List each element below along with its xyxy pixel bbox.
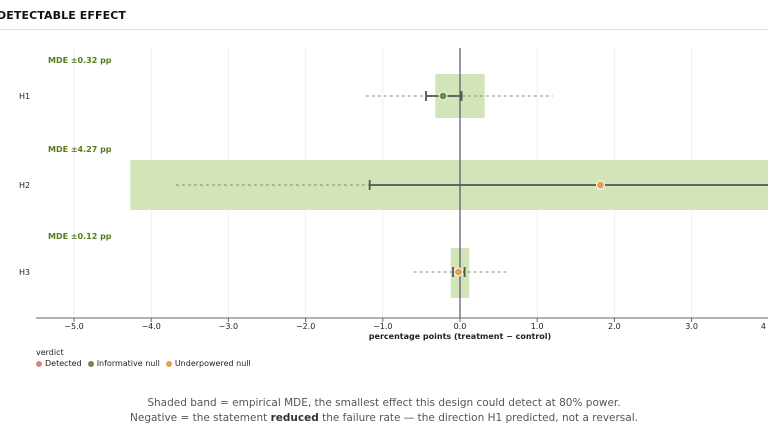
x-tick-label: 3.0 bbox=[685, 322, 698, 331]
footnote-line-2-end: the failure rate — the direction H1 pred… bbox=[318, 412, 638, 424]
footnote-line-2-start: Negative = the statement bbox=[130, 412, 271, 424]
row-label: H2 bbox=[19, 181, 30, 190]
legend-label: Detected bbox=[45, 359, 82, 368]
x-tick-label: −5.0 bbox=[64, 322, 83, 331]
row-label: H3 bbox=[19, 268, 30, 277]
legend-label: Underpowered null bbox=[174, 359, 251, 368]
legend-title: verdict bbox=[36, 348, 64, 357]
estimate-point bbox=[438, 91, 448, 101]
x-tick-label: 4 bbox=[761, 322, 766, 331]
x-axis-label: percentage points (treatment − control) bbox=[369, 332, 551, 341]
forest-plot: H1 MDE ±0.32 pp H2 MDE ±4.27 pp H3 MDE ±0.12 … bbox=[19, 48, 768, 341]
row-label: H1 bbox=[19, 92, 30, 101]
x-tick-label: −2.0 bbox=[296, 322, 315, 331]
x-tick-label: 0.0 bbox=[454, 322, 467, 331]
legend-item: Informative null bbox=[87, 359, 160, 368]
legend-swatch bbox=[165, 360, 172, 367]
mde-label: MDE ±0.32 pp bbox=[48, 56, 112, 65]
x-tick-label: 1.0 bbox=[531, 322, 544, 331]
footnote-line-1: Shaded band = empirical MDE, the smalles… bbox=[147, 397, 621, 409]
legend-swatch bbox=[87, 360, 94, 367]
legend: verdict Detected Informative null Underpow… bbox=[36, 348, 251, 368]
x-tick-label: 2.0 bbox=[608, 322, 621, 331]
header-divider bbox=[0, 29, 768, 30]
chart-title: MUM DETECTABLE EFFECT bbox=[0, 9, 127, 22]
legend-item: Detected bbox=[36, 359, 82, 368]
legend-swatch bbox=[36, 360, 42, 367]
footnote-emphasis: reduced bbox=[270, 412, 319, 424]
estimate-point bbox=[596, 180, 606, 190]
x-tick-label: −4.0 bbox=[141, 322, 160, 331]
mde-label: MDE ±4.27 pp bbox=[48, 145, 112, 154]
x-tick-label: −3.0 bbox=[219, 322, 238, 331]
footnote: Shaded band = empirical MDE, the smalles… bbox=[0, 396, 768, 426]
legend-item: Underpowered null bbox=[165, 359, 251, 368]
estimate-point bbox=[453, 267, 463, 277]
mde-label: MDE ±0.12 pp bbox=[48, 232, 112, 241]
legend-items: Detected Informative null Underpowered nul… bbox=[36, 359, 251, 368]
legend-label: Informative null bbox=[96, 359, 160, 368]
footnote-line-2: Negative = the statement reduced the fai… bbox=[0, 411, 768, 426]
x-tick-label: −1.0 bbox=[373, 322, 392, 331]
